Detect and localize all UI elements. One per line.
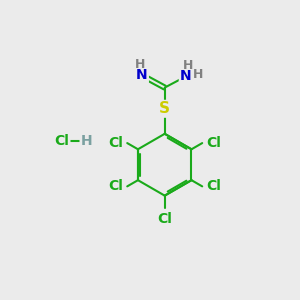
Text: N: N: [136, 68, 148, 82]
Text: S: S: [159, 101, 170, 116]
Text: Cl: Cl: [108, 136, 123, 150]
Text: Cl: Cl: [207, 136, 221, 150]
Text: H: H: [81, 134, 92, 148]
Text: Cl: Cl: [207, 179, 221, 194]
Text: Cl: Cl: [108, 179, 123, 194]
Text: H: H: [193, 68, 203, 81]
Text: Cl: Cl: [54, 134, 69, 148]
Text: H: H: [135, 58, 146, 71]
Text: Cl: Cl: [157, 212, 172, 226]
Text: N: N: [180, 69, 192, 83]
Text: H: H: [183, 59, 194, 72]
